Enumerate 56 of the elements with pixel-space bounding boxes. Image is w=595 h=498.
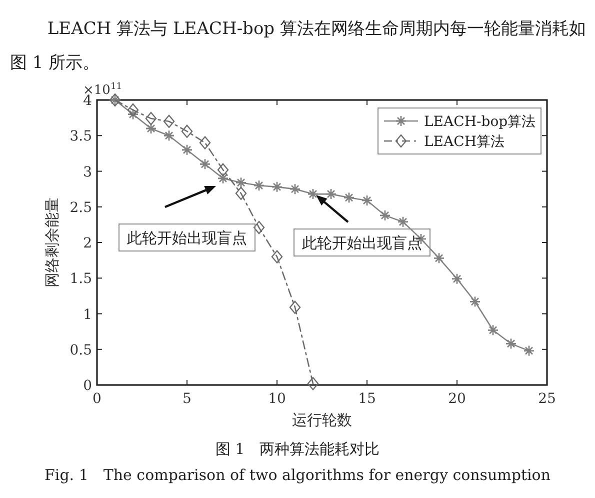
point <box>433 252 445 264</box>
point <box>127 103 139 117</box>
annotation: 此轮开始出现盲点 <box>127 229 247 247</box>
point <box>163 130 175 142</box>
point <box>181 144 193 156</box>
point <box>235 176 247 188</box>
y-tick-label: 1.5 <box>70 271 92 288</box>
x-tick-label: 25 <box>538 391 556 407</box>
point <box>145 112 157 126</box>
annotation: 此轮开始出现盲点 <box>302 234 422 252</box>
y-tick-label: 3.5 <box>70 128 92 145</box>
annotation: 此轮开始出现盲点 <box>294 195 430 256</box>
y-tick-label: 2.5 <box>70 200 92 216</box>
point <box>253 180 265 192</box>
point <box>307 376 319 390</box>
y-tick-label: 1 <box>83 306 92 323</box>
y-tick-label: 2 <box>83 236 92 252</box>
x-tick-label: 20 <box>448 391 466 407</box>
point <box>127 108 139 120</box>
text: Fig. 1 The comparison of two algorithms for energy consumption <box>43 466 552 485</box>
y-tick-label: 0 <box>83 378 92 394</box>
point <box>181 124 193 138</box>
y-tick-label: 3 <box>83 164 92 180</box>
point <box>343 192 355 204</box>
text: 图 1 两种算法能耗对比 <box>214 440 381 459</box>
point <box>361 194 373 206</box>
y-tick-label: 0.5 <box>70 342 92 358</box>
point <box>505 338 517 350</box>
point <box>271 250 283 264</box>
point <box>199 136 211 150</box>
point <box>199 158 211 170</box>
point <box>163 114 175 128</box>
point <box>289 183 301 195</box>
point <box>451 273 463 285</box>
point <box>235 186 247 200</box>
y-axis-title: 网络剩余能量 <box>43 198 61 288</box>
point <box>271 181 283 193</box>
x-tick-label: 10 <box>268 391 286 407</box>
point <box>379 210 391 222</box>
legend-label: LEACH算法 <box>424 134 505 150</box>
point <box>307 188 319 200</box>
x-tick-label: 15 <box>358 391 376 407</box>
point <box>289 300 301 314</box>
x-tick-label: 5 <box>182 391 192 407</box>
legend-label: LEACH-bop算法 <box>424 114 536 130</box>
point <box>397 216 409 228</box>
x-axis-title: 运行轮数 <box>292 411 352 429</box>
point <box>217 163 229 176</box>
point <box>469 296 481 308</box>
point <box>253 220 265 234</box>
annotation: 此轮开始出现盲点 <box>118 186 256 252</box>
text: LEACH 算法与 LEACH-bop 算法在网络生命周期内每一轮能量消耗如图 1 所示。 <box>10 18 587 75</box>
point <box>217 172 229 184</box>
point <box>487 324 499 336</box>
point <box>523 345 535 356</box>
point <box>325 188 337 200</box>
